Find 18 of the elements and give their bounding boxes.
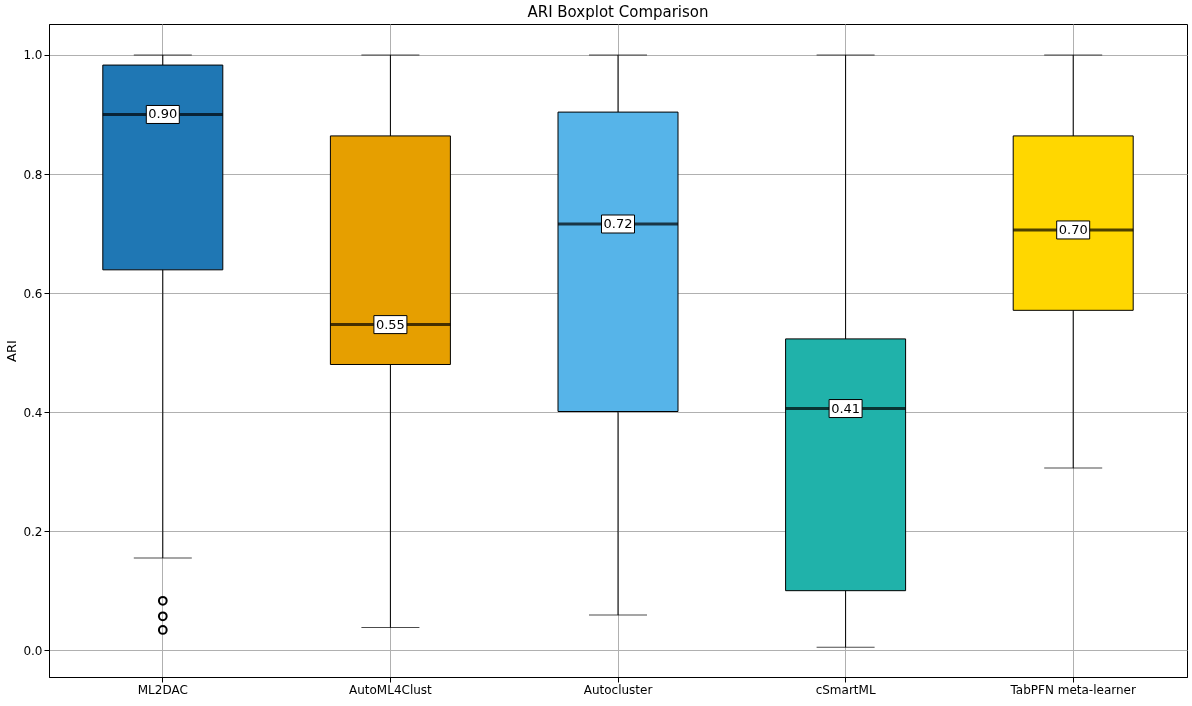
chart-title: ARI Boxplot Comparison [527, 3, 709, 21]
annotation: 0.90 [148, 106, 178, 122]
annotation: 0.72 [603, 216, 633, 232]
y-tick-label: 0.4 [23, 405, 43, 420]
y-tick-label: 0.0 [23, 643, 43, 658]
x-tick-label: cSmartML [815, 682, 876, 697]
annotation: 0.55 [375, 316, 405, 332]
annotation: 0.41 [831, 400, 861, 416]
x-tick-label: AutoML4Clust [348, 682, 433, 697]
annotation: 0.70 [1058, 221, 1088, 237]
y-tick-label: 0.8 [23, 167, 43, 182]
x-tick-label: ML2DAC [137, 682, 188, 697]
y-tick-label: 0.2 [23, 524, 43, 539]
y-tick-label: 0.6 [23, 286, 43, 301]
x-tick-label: Autocluster [583, 682, 653, 697]
x-tick-label: TabPFN meta-learner [1009, 682, 1136, 697]
y-tick-label: 1.0 [23, 48, 43, 63]
y-axis-title: ARI [4, 340, 20, 362]
